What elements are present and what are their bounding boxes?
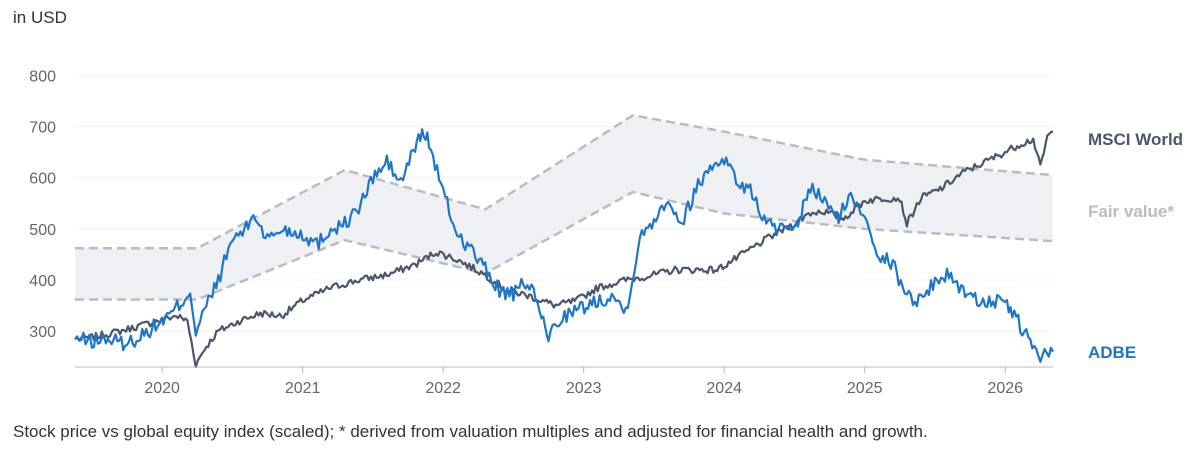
x-tick-label: 2021 [285, 380, 321, 397]
y-tick-label: 400 [29, 273, 56, 290]
y-tick-label: 700 [29, 120, 56, 137]
legend-label-adbe: ADBE [1088, 343, 1136, 362]
fair-value-band [75, 113, 1054, 301]
x-tick-label: 2023 [566, 380, 602, 397]
y-tick-label: 800 [29, 68, 56, 85]
x-tick-label: 2022 [425, 380, 461, 397]
x-tick-label: 2025 [847, 380, 883, 397]
y-axis-ticks: 300 400 500 600 700 800 [29, 68, 56, 341]
fair-value-area [75, 115, 1053, 300]
x-tick-label: 2020 [144, 380, 180, 397]
legend-label-fair-value: Fair value* [1088, 202, 1174, 221]
series-end-labels: MSCI World Fair value* ADBE [1088, 130, 1183, 362]
msci-world-line [74, 130, 1054, 369]
y-tick-label: 300 [29, 324, 56, 341]
fair-value-upper-line [75, 113, 1054, 250]
unit-label: in USD [13, 8, 67, 27]
x-tick-label: 2024 [706, 380, 742, 397]
adbe-line [74, 128, 1054, 363]
y-tick-label: 600 [29, 171, 56, 188]
msci-world-series [74, 130, 1054, 369]
y-tick-label: 500 [29, 222, 56, 239]
adbe-series [74, 128, 1054, 363]
x-axis-ticks: 2020 2021 2022 2023 2024 2025 2026 [144, 367, 1023, 397]
x-tick-label: 2026 [987, 380, 1023, 397]
chart-caption: Stock price vs global equity index (scal… [13, 422, 928, 441]
legend-label-msci-world: MSCI World [1088, 130, 1183, 149]
fair-value-lower-line [75, 190, 1054, 301]
